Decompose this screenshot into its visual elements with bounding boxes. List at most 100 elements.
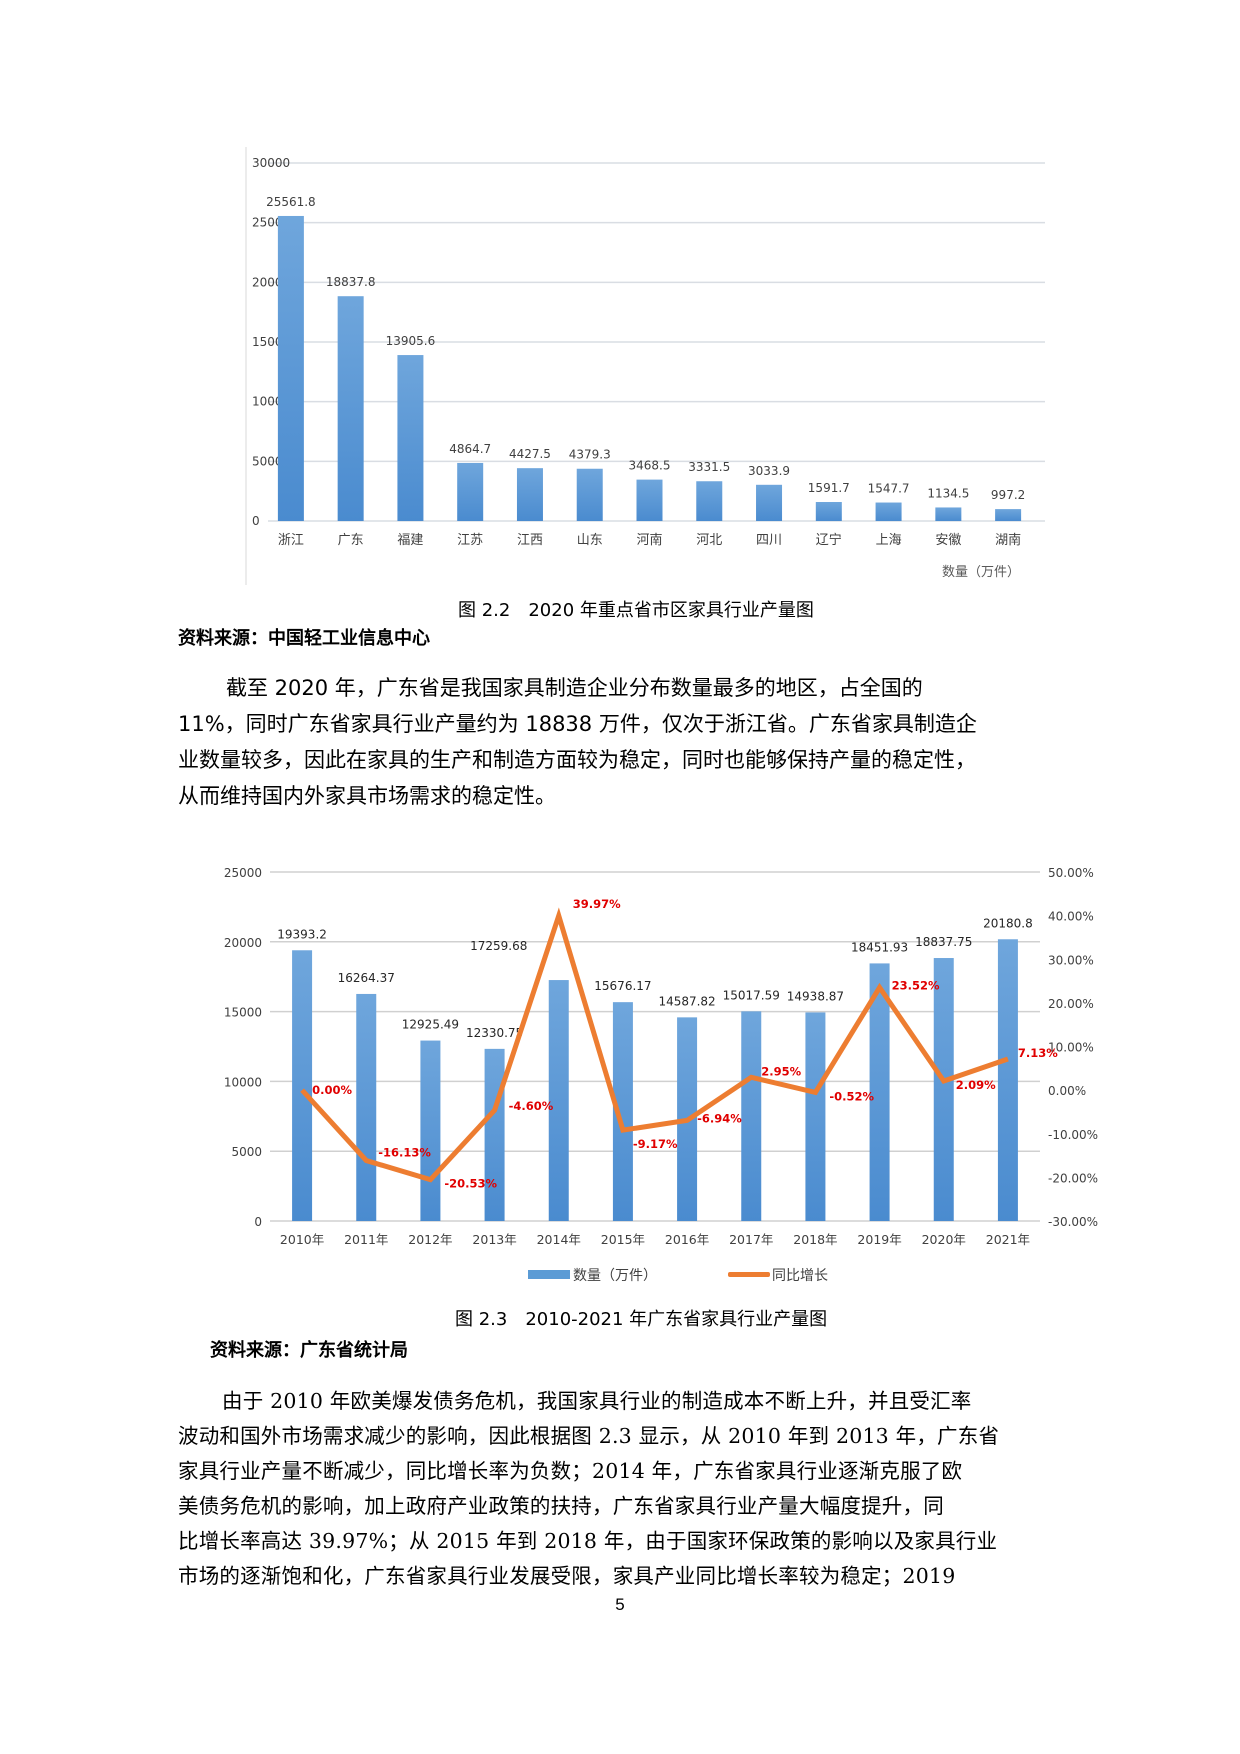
page-number: 5: [615, 1595, 625, 1614]
paragraph-1-line: 业数量较多，因此在家具的生产和制造方面较为稳定，同时也能够保持产量的稳定性，: [178, 748, 976, 772]
right-y-tick-label: 20.00%: [1048, 997, 1094, 1011]
bar-value-label: 13905.6: [386, 334, 436, 348]
legend-bar-label: 数量（万件）: [573, 1268, 657, 1284]
bar-value-label: 14587.82: [658, 994, 715, 1008]
x-tick-label: 2010年: [280, 1232, 324, 1247]
x-tick-label: 浙江: [278, 533, 304, 548]
chart2-growth-labels: 0.00% -16.13% -20.53% -4.60% 39.97% -9.17% -6.…: [312, 897, 1058, 1191]
bar: [484, 1048, 505, 1221]
left-y-tick-label: 5000: [231, 1145, 262, 1159]
bar-value-label: 18837.75: [915, 935, 972, 949]
bar-value-label: 16264.37: [338, 971, 395, 985]
growth-value-label: -16.13%: [378, 1145, 431, 1159]
bar: [696, 481, 723, 521]
bar-value-label: 3033.9: [748, 464, 790, 478]
paragraph-2-line: 美债务危机的影响，加上政府产业政策的扶持，广东省家具行业产量大幅度提升，同: [178, 1494, 944, 1518]
growth-value-label: -4.60%: [509, 1099, 554, 1113]
chart2-bar-value-labels: 19393.2 16264.37 12925.49 12330.75 17259.68 1…: [277, 916, 1032, 1040]
x-tick-label: 广东: [338, 533, 364, 548]
bar: [277, 215, 304, 521]
chart2-right-axis-ticks: -30.00% -20.00% -10.00% 0.00% 10.00% 20.00% 30…: [1048, 866, 1098, 1229]
right-y-tick-label: 40.00%: [1048, 910, 1094, 924]
paragraph-2-line: 由于 2010 年欧美爆发债务危机，我国家具行业的制造成本不断上升，并且受汇率: [222, 1389, 972, 1413]
bar-value-label: 1591.7: [808, 481, 850, 495]
paragraph-2-line: 波动和国外市场需求减少的影响，因此根据图 2.3 显示，从 2010 年到 20…: [178, 1424, 1000, 1448]
x-tick-label: 2021年: [986, 1232, 1030, 1247]
bar-value-label: 1547.7: [868, 482, 910, 496]
bar: [756, 484, 783, 521]
right-y-tick-label: -30.00%: [1048, 1215, 1098, 1229]
right-y-tick-label: 10.00%: [1048, 1041, 1094, 1055]
bar: [420, 1040, 441, 1221]
bar-value-label: 3331.5: [688, 460, 730, 474]
x-tick-label: 湖南: [995, 532, 1021, 548]
bar: [636, 479, 663, 521]
legend-bar-swatch: [528, 1270, 570, 1279]
bar: [457, 462, 484, 521]
right-y-tick-label: 0.00%: [1048, 1084, 1086, 1098]
bar: [356, 993, 377, 1221]
x-tick-label: 2018年: [793, 1232, 837, 1247]
growth-value-label: 0.00%: [312, 1083, 352, 1097]
paragraph-1-line: 截至 2020 年，广东省是我国家具制造企业分布数量最多的地区，占全国的: [226, 676, 923, 700]
bar-value-label: 3468.5: [629, 459, 671, 473]
right-y-tick-label: -20.00%: [1048, 1171, 1098, 1185]
chart2-legend: 数量（万件） 同比增长: [528, 1268, 828, 1284]
bar-value-label: 14938.87: [787, 989, 844, 1003]
bar: [995, 509, 1022, 521]
x-tick-label: 2012年: [408, 1232, 452, 1247]
left-y-tick-label: 20000: [224, 936, 262, 950]
chart2-left-axis-ticks: 0 5000 10000 15000 20000 25000: [224, 866, 262, 1229]
bar: [612, 1002, 633, 1221]
bar: [292, 950, 313, 1221]
x-tick-label: 安徽: [935, 533, 961, 548]
x-tick-label: 2015年: [601, 1232, 645, 1247]
bar: [875, 502, 902, 521]
chart1-bars: [277, 215, 1022, 521]
bar-value-label: 20180.8: [983, 916, 1033, 930]
chart1-unit-label: 数量（万件）: [942, 565, 1020, 580]
left-y-tick-label: 25000: [224, 866, 262, 880]
bar: [548, 980, 569, 1221]
bar: [741, 1011, 762, 1221]
right-y-tick-label: 50.00%: [1048, 866, 1094, 880]
right-y-tick-label: -10.00%: [1048, 1128, 1098, 1142]
growth-value-label: 39.97%: [573, 897, 621, 911]
figure-2-2-source: 资料来源：中国轻工业信息中心: [178, 628, 430, 649]
figure-2-3-source: 资料来源：广东省统计局: [210, 1340, 408, 1361]
bar: [933, 958, 954, 1221]
legend-line-swatch: [728, 1272, 770, 1277]
growth-value-label: 7.13%: [1018, 1046, 1058, 1060]
bar-value-label: 18451.93: [851, 940, 908, 954]
bar-value-label: 4379.3: [569, 448, 611, 462]
paragraph-1-line: 11%，同时广东省家具行业产量约为 18838 万件，仅次于浙江省。广东省家具制…: [178, 712, 977, 736]
x-tick-label: 辽宁: [816, 532, 842, 548]
combo-chart-guangdong-2010-2021: 0 5000 10000 15000 20000 25000 -30.00% -20.00%…: [224, 866, 1098, 1284]
x-tick-label: 山东: [577, 533, 603, 548]
y-tick-label: 0: [252, 514, 260, 528]
bar-value-label: 17259.68: [470, 939, 527, 953]
x-tick-label: 2011年: [344, 1232, 388, 1247]
x-tick-label: 河北: [696, 533, 722, 548]
figure-2-3-caption: 图 2.3 2010-2021 年广东省家具行业产量图: [455, 1309, 828, 1330]
growth-value-label: -9.17%: [633, 1137, 678, 1151]
bar-value-label: 25561.8: [266, 195, 316, 209]
x-tick-label: 上海: [876, 533, 902, 548]
y-tick-label: 5000: [252, 454, 283, 468]
chart2-x-axis-labels: 2010年 2011年 2012年 2013年 2014年 2015年 2016年 2017年…: [280, 1232, 1030, 1247]
x-tick-label: 江苏: [457, 532, 483, 548]
bar: [397, 355, 424, 521]
left-y-tick-label: 15000: [224, 1006, 262, 1020]
growth-value-label: -6.94%: [697, 1111, 742, 1125]
x-tick-label: 2016年: [665, 1232, 709, 1247]
paragraph-2-line: 比增长率高达 39.97%；从 2015 年到 2018 年，由于国家环保政策的…: [178, 1529, 998, 1553]
chart1-value-labels: 25561.8 18837.8 13905.6 4864.7 4427.5 4379.3 3…: [266, 195, 1025, 502]
bar-value-label: 15017.59: [723, 988, 780, 1002]
paragraph-2: 由于 2010 年欧美爆发债务危机，我国家具行业的制造成本不断上升，并且受汇率 …: [178, 1384, 1118, 1594]
bar: [997, 939, 1018, 1221]
bar: [805, 1012, 826, 1221]
bar: [815, 502, 842, 521]
chart2-gridlines: [270, 871, 1040, 1222]
x-tick-label: 2020年: [922, 1232, 966, 1247]
